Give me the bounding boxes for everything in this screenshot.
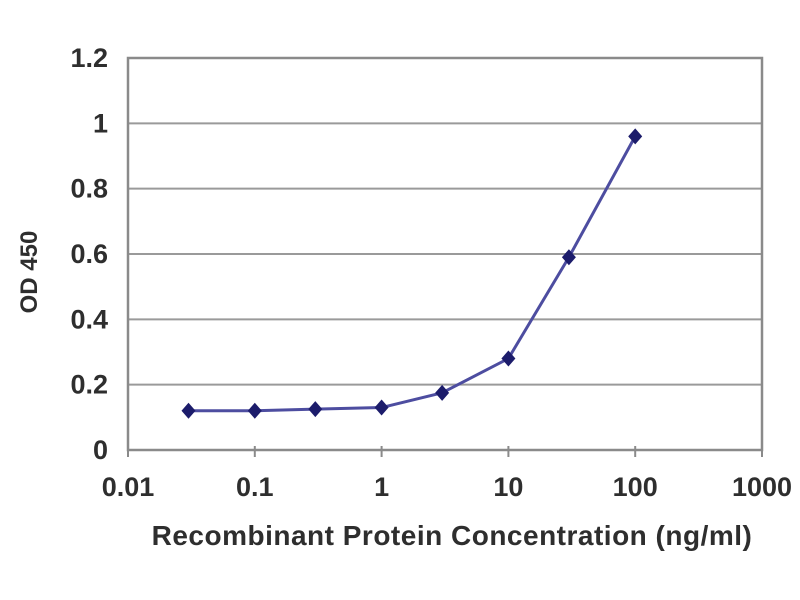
x-tick-label: 1000 — [732, 472, 792, 502]
x-tick-label: 1 — [374, 472, 389, 502]
data-point-marker — [247, 402, 262, 419]
x-tick-label: 10 — [493, 472, 523, 502]
data-point-marker — [435, 384, 450, 401]
x-tick-label: 0.1 — [236, 472, 274, 502]
data-point-marker — [181, 402, 196, 419]
data-point-marker — [501, 350, 516, 367]
plot-border — [126, 56, 764, 452]
x-tick-label: 0.01 — [102, 472, 155, 502]
y-tick-label: 0.2 — [70, 370, 108, 400]
y-axis-title: OD 450 — [16, 230, 43, 314]
y-tick-label: 1.2 — [70, 43, 108, 73]
series-line — [188, 135, 637, 413]
data-point-marker — [561, 249, 576, 266]
y-tick-label: 0.6 — [70, 239, 108, 269]
y-tick-label: 0.8 — [70, 174, 108, 204]
data-point-marker — [374, 399, 389, 416]
x-tick-label: 100 — [613, 472, 658, 502]
y-tick-label: 0 — [93, 435, 108, 465]
y-tick-label: 0.4 — [70, 304, 108, 334]
data-point-marker — [628, 128, 643, 145]
data-point-marker — [308, 401, 323, 418]
y-tick-label: 1 — [93, 108, 108, 138]
x-axis-title: Recombinant Protein Concentration (ng/ml… — [151, 520, 753, 551]
